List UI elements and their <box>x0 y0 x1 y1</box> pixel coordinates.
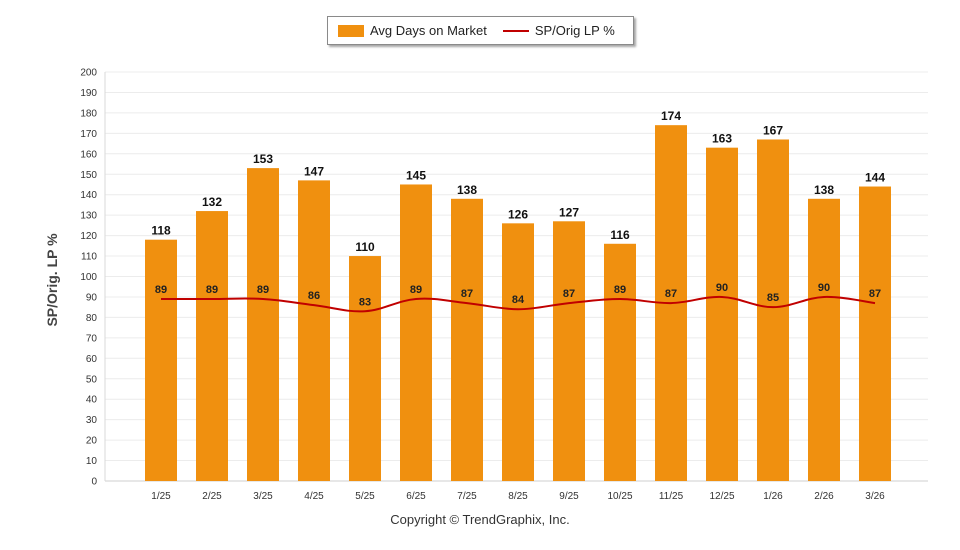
bar-data-label: 145 <box>406 168 426 182</box>
line-data-label: 86 <box>308 290 320 302</box>
x-tick-label: 3/26 <box>865 491 885 502</box>
bar-data-label: 118 <box>151 224 171 238</box>
x-tick-label: 2/25 <box>202 491 222 502</box>
y-tick-label: 60 <box>86 354 98 365</box>
y-tick-label: 0 <box>91 477 97 488</box>
x-tick-label: 6/25 <box>406 491 426 502</box>
line-data-label: 89 <box>410 284 422 296</box>
legend-label-line: SP/Orig LP % <box>534 23 615 38</box>
legend-swatch-bar <box>338 24 364 37</box>
y-tick-label: 70 <box>86 333 98 344</box>
line-data-label: 84 <box>512 294 525 306</box>
x-tick-label: 8/25 <box>508 491 528 502</box>
y-tick-label: 170 <box>80 129 97 140</box>
bar-data-label: 167 <box>763 123 783 137</box>
line-data-label: 87 <box>563 288 575 300</box>
y-tick-label: 10 <box>86 456 98 467</box>
bar-data-label: 147 <box>304 164 324 178</box>
bar <box>706 147 738 482</box>
y-axis-ticks: 0 10 20 30 40 50 60 70 80 90 100 110 120 130 140 150 160… <box>80 68 97 488</box>
line-data-label: 89 <box>614 284 626 296</box>
bar <box>247 168 279 482</box>
x-tick-label: 10/25 <box>607 491 632 502</box>
line-data-label: 90 <box>716 282 728 294</box>
y-tick-label: 100 <box>80 272 97 283</box>
x-tick-label: 1/25 <box>151 491 171 502</box>
line-series: 89 89 89 86 83 89 87 84 87 89 87 90 85 90 87 <box>155 282 881 313</box>
line-data-label: 87 <box>665 288 677 300</box>
bar <box>604 243 636 481</box>
y-tick-label: 140 <box>80 190 97 201</box>
line-data-label: 89 <box>155 284 167 296</box>
bar <box>196 211 228 481</box>
line-data-label: 85 <box>767 292 779 304</box>
line-data-label: 90 <box>818 282 830 294</box>
x-tick-label: 1/26 <box>763 491 783 502</box>
bar-data-label: 116 <box>610 228 630 242</box>
bar-data-label: 144 <box>865 171 885 185</box>
x-tick-label: 12/25 <box>709 491 734 502</box>
x-tick-label: 2/26 <box>814 491 834 502</box>
x-tick-label: 11/25 <box>659 491 684 502</box>
y-axis-label: SP/Orig. LP % <box>44 233 60 327</box>
bar-data-label: 138 <box>814 183 834 197</box>
series-line <box>161 295 876 313</box>
legend-label-bar: Avg Days on Market <box>370 23 487 38</box>
y-tick-label: 160 <box>80 149 97 160</box>
line-data-label: 89 <box>257 284 269 296</box>
y-tick-label: 150 <box>80 170 97 181</box>
x-tick-label: 3/25 <box>253 491 273 502</box>
line-data-label: 87 <box>461 288 473 300</box>
x-tick-label: 4/25 <box>304 491 324 502</box>
bar <box>349 256 381 481</box>
bar-data-label: 126 <box>508 207 528 221</box>
legend: Avg Days on Market SP/Orig LP % <box>327 16 634 45</box>
y-tick-label: 130 <box>80 211 97 222</box>
bar-data-label: 153 <box>253 152 273 166</box>
bar-data-label: 163 <box>712 132 732 146</box>
bar <box>298 180 330 481</box>
bar-data-label: 174 <box>661 109 681 123</box>
y-tick-label: 110 <box>81 252 97 263</box>
y-tick-label: 180 <box>80 108 97 119</box>
bar <box>451 198 483 482</box>
bar-data-label: 132 <box>202 195 222 209</box>
y-tick-label: 90 <box>86 292 98 303</box>
bar-data-label: 138 <box>457 183 477 197</box>
legend-swatch-line <box>502 29 529 32</box>
bar <box>145 239 177 481</box>
bar <box>400 184 432 481</box>
bar <box>553 221 585 481</box>
copyright: Copyright © TrendGraphix, Inc. <box>390 512 570 527</box>
y-tick-label: 30 <box>86 415 98 426</box>
y-tick-label: 80 <box>86 313 98 324</box>
bar-data-label: 127 <box>559 205 579 219</box>
y-tick-label: 40 <box>86 395 98 406</box>
line-data-label: 89 <box>206 284 218 296</box>
y-tick-label: 190 <box>80 88 97 99</box>
y-tick-label: 120 <box>80 231 97 242</box>
x-axis-ticks: 1/25 2/25 3/25 4/25 5/25 6/25 7/25 8/25 9/25 10/2… <box>151 491 885 502</box>
y-tick-label: 200 <box>80 68 97 79</box>
bar <box>502 223 534 481</box>
y-tick-label: 20 <box>86 436 98 447</box>
bar <box>757 139 789 482</box>
bar-data-label: 110 <box>355 240 375 254</box>
line-data-label: 87 <box>869 288 881 300</box>
bar <box>808 198 840 482</box>
x-tick-label: 7/25 <box>457 491 477 502</box>
x-tick-label: 9/25 <box>559 491 579 502</box>
bar <box>859 186 891 481</box>
line-data-label: 83 <box>359 296 371 308</box>
x-tick-label: 5/25 <box>355 491 375 502</box>
y-tick-label: 50 <box>86 374 98 385</box>
